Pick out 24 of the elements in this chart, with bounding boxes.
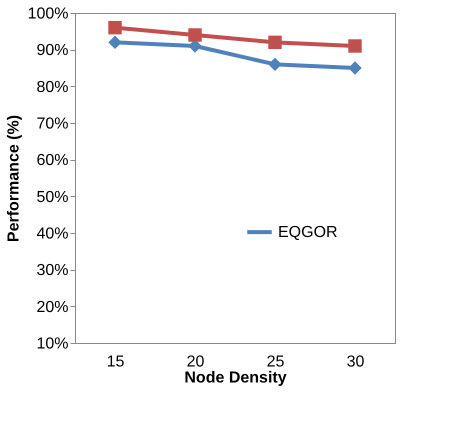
point	[108, 36, 122, 50]
point	[268, 36, 282, 50]
x-tick-label: 20	[186, 354, 204, 370]
x-tick-label: 25	[266, 354, 284, 370]
y-tick-label: 90%	[36, 42, 68, 60]
y-tick-label: 100%	[28, 6, 68, 22]
y-tick-label: 10%	[36, 336, 68, 352]
y-tick-label: 60%	[36, 152, 68, 170]
y-tick-label: 20%	[36, 298, 68, 316]
x-tick-label: 15	[106, 354, 124, 370]
y-tick-label: 30%	[36, 262, 68, 280]
point	[268, 58, 282, 72]
y-tick-label: 50%	[36, 188, 68, 206]
x-axis-title: Node Density	[184, 370, 287, 386]
point	[188, 28, 202, 42]
x-tick-label: 30	[346, 354, 364, 370]
point	[108, 20, 122, 34]
y-tick-label: 40%	[36, 226, 68, 242]
y-axis-title: Performance (%)	[6, 114, 23, 242]
point	[348, 39, 362, 53]
y-tick-label: 70%	[36, 116, 68, 132]
point	[348, 61, 362, 75]
legend-label: EQGOR	[278, 224, 338, 242]
y-tick-label: 80%	[36, 78, 68, 96]
